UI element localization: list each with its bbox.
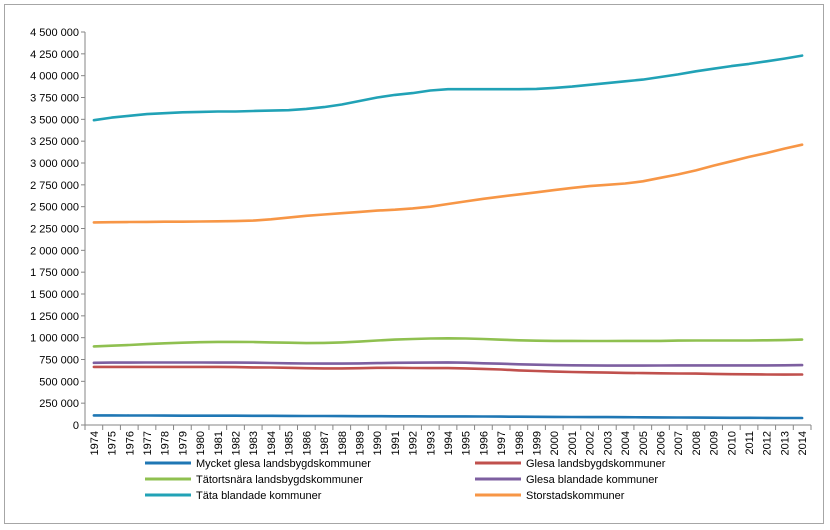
x-tick-label: 1993 (425, 431, 437, 455)
y-tick-label: 0 (73, 420, 79, 432)
legend-label: Glesa landsbygdskommuner (526, 458, 666, 470)
x-tick-label: 2006 (655, 431, 667, 455)
y-tick-label: 1 750 000 (30, 267, 79, 279)
chart-frame: 0 250 000 500 000 750 000 1 000 000 1 250 000… (4, 4, 824, 524)
x-tick-label: 2011 (744, 431, 756, 455)
y-tick-label: 750 000 (39, 355, 79, 367)
x-tick-label: 1977 (142, 431, 154, 455)
x-tick-label: 1999 (532, 431, 544, 455)
x-tick-label: 1986 (301, 431, 313, 455)
y-tick-label: 3 250 000 (30, 136, 79, 148)
x-tick-label: 1997 (496, 431, 508, 455)
y-tick-label: 500 000 (39, 376, 79, 388)
legend-label: Mycket glesa landsbygdskommuner (196, 458, 371, 470)
legend-label: Storstadskommuner (526, 490, 625, 502)
x-tick-label: 2014 (797, 431, 809, 455)
x-tick-label: 1992 (408, 431, 420, 455)
line-chart: 0 250 000 500 000 750 000 1 000 000 1 250 000… (30, 27, 812, 502)
x-tick-label: 1979 (177, 431, 189, 455)
x-tick-label: 2000 (549, 431, 561, 455)
series-line (92, 143, 804, 224)
y-tick-label: 4 000 000 (30, 71, 79, 83)
x-tick-label: 1976 (124, 431, 136, 455)
x-tick-label: 2009 (709, 431, 721, 455)
x-tick-label: 1996 (478, 431, 490, 455)
x-tick-label: 2008 (691, 431, 703, 455)
x-tick-label: 1975 (107, 431, 119, 455)
x-tick-label: 1980 (195, 431, 207, 455)
x-tick-label: 2005 (638, 431, 650, 455)
series-lines (92, 54, 804, 420)
y-axis: 0 250 000 500 000 750 000 1 000 000 1 250 000… (30, 27, 86, 432)
x-tick-label: 1990 (372, 431, 384, 455)
x-tick-label: 1982 (231, 431, 243, 455)
x-tick-label: 1987 (319, 431, 331, 455)
legend-label: Glesa blandade kommuner (526, 474, 658, 486)
series-line (92, 361, 804, 367)
legend-label: Täta blandade kommuner (196, 490, 322, 502)
y-tick-label: 4 500 000 (30, 27, 79, 39)
x-tick-label: 1994 (443, 431, 455, 455)
y-tick-label: 2 750 000 (30, 180, 79, 192)
x-tick-label: 1991 (390, 431, 402, 455)
y-tick-label: 2 000 000 (30, 245, 79, 257)
x-tick-label: 1984 (266, 431, 278, 455)
series-line (92, 336, 804, 348)
y-tick-label: 3 500 000 (30, 114, 79, 126)
x-axis: 1974 1975 1976 1977 1978 1979 1980 1981 1982 1983… (84, 424, 812, 455)
x-tick-label: 1985 (284, 431, 296, 455)
x-tick-label: 2010 (726, 431, 738, 455)
y-tick-label: 250 000 (39, 398, 79, 410)
x-tick-label: 2003 (602, 431, 614, 455)
x-tick-label: 2013 (779, 431, 791, 455)
legend: Mycket glesa landsbygdskommuner Glesa lan… (145, 458, 666, 502)
y-tick-label: 1 250 000 (30, 311, 79, 323)
x-tick-label: 1989 (354, 431, 366, 455)
x-tick-label: 2012 (762, 431, 774, 455)
y-tick-label: 3 750 000 (30, 93, 79, 105)
x-tick-label: 1978 (160, 431, 172, 455)
series-line (92, 54, 804, 122)
legend-label: Tätortsnära landsbygdskommuner (196, 474, 363, 486)
x-tick-label: 2001 (567, 431, 579, 455)
x-tick-label: 1981 (213, 431, 225, 455)
x-tick-label: 2002 (585, 431, 597, 455)
y-tick-label: 2 250 000 (30, 224, 79, 236)
x-tick-label: 1998 (514, 431, 526, 455)
x-tick-label: 2004 (620, 431, 632, 455)
y-tick-label: 1 500 000 (30, 289, 79, 301)
y-tick-label: 1 000 000 (30, 333, 79, 345)
x-tick-label: 1995 (461, 431, 473, 455)
y-tick-label: 4 250 000 (30, 49, 79, 61)
x-tick-label: 2007 (673, 431, 685, 455)
x-tick-label: 1974 (89, 431, 101, 455)
series-line (92, 414, 804, 420)
y-tick-label: 3 000 000 (30, 158, 79, 170)
x-tick-label: 1983 (248, 431, 260, 455)
series-line (92, 365, 804, 376)
x-tick-label: 1988 (337, 431, 349, 455)
y-tick-label: 2 500 000 (30, 202, 79, 214)
